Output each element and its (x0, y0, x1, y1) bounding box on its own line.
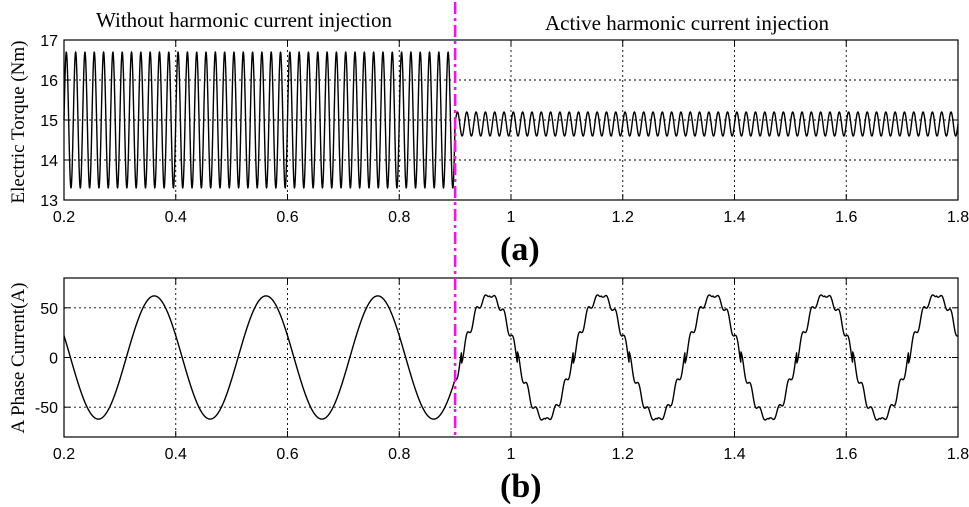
x-tick-label: 1.6 (835, 446, 857, 463)
x-tick-label: 0.2 (53, 209, 75, 226)
x-tick-label: 1.4 (723, 446, 745, 463)
y-tick-label: 14 (40, 153, 58, 170)
x-tick-label: 1 (507, 446, 516, 463)
x-tick-label: 1.8 (947, 209, 969, 226)
y-tick-label: 50 (40, 301, 58, 318)
x-tick-label: 0.4 (165, 446, 187, 463)
ylabel-a: Electric Torque (Nm) (8, 41, 29, 204)
panel-label-a: (a) (500, 231, 540, 268)
y-tick-label: -50 (35, 400, 58, 417)
y-tick-label: 15 (40, 113, 58, 130)
y-tick-label: 13 (40, 193, 58, 210)
x-tick-label: 1 (507, 209, 516, 226)
ticks-a: 0.2 0.4 0.6 0.8 1 1.2 1.4 1.6 1.8 13 14 15 16 17 (40, 33, 969, 226)
x-tick-label: 1.2 (612, 209, 634, 226)
x-tick-label: 1.6 (835, 209, 857, 226)
x-tick-label: 0.6 (276, 446, 298, 463)
x-tick-label: 0.8 (388, 209, 410, 226)
x-tick-label: 0.4 (165, 209, 187, 226)
ticks-b: 0.2 0.4 0.6 0.8 1 1.2 1.4 1.6 1.8 -50 0 50 (35, 278, 969, 463)
x-tick-label: 0.6 (276, 209, 298, 226)
panel-b: 0.2 0.4 0.6 0.8 1 1.2 1.4 1.6 1.8 -50 0 50 A Phase … (8, 277, 969, 505)
y-tick-label: 0 (49, 351, 58, 368)
current-trace (63, 294, 959, 421)
x-tick-label: 1.2 (612, 446, 634, 463)
panel-a: 0.2 0.4 0.6 0.8 1 1.2 1.4 1.6 1.8 13 14 15 16 17 Elec… (8, 8, 969, 268)
x-tick-label: 1.4 (723, 209, 745, 226)
gridlines-b (64, 278, 958, 437)
x-tick-label: 1.8 (947, 446, 969, 463)
torque-trace (63, 51, 959, 189)
annotation-active-injection: Active harmonic current injection (545, 11, 829, 35)
y-tick-label: 17 (40, 33, 58, 50)
y-tick-label: 16 (40, 73, 58, 90)
ylabel-b: A Phase Current(A) (8, 283, 29, 434)
panel-label-b: (b) (500, 468, 542, 505)
x-tick-label: 0.8 (388, 446, 410, 463)
annotation-without-injection: Without harmonic current injection (96, 8, 392, 32)
x-tick-label: 0.2 (53, 446, 75, 463)
